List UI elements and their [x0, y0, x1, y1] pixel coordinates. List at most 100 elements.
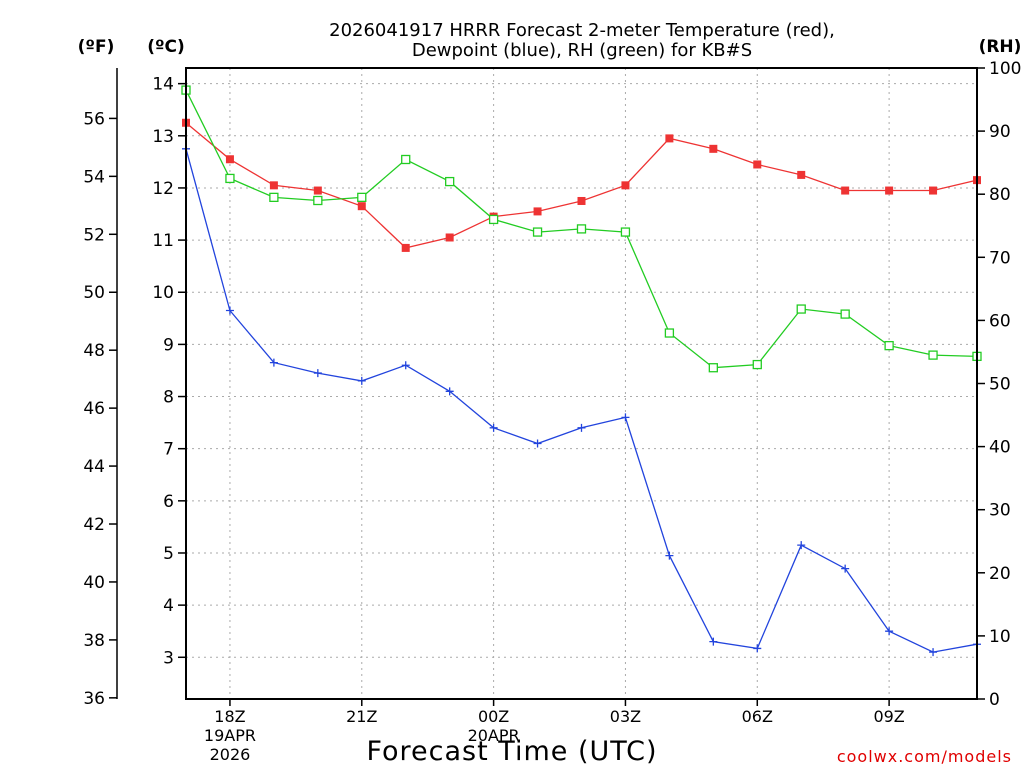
rh-point — [269, 192, 279, 203]
celsius-tick-label: 8 — [163, 388, 174, 408]
fahrenheit-tick-label: 44 — [83, 457, 105, 477]
rh-point — [488, 214, 499, 225]
x-axis-label: Forecast Time (UTC) — [366, 736, 657, 767]
temperature-point — [621, 181, 630, 190]
celsius-tick-label: 5 — [163, 544, 174, 564]
temperature-point — [665, 134, 674, 143]
rh-point — [576, 224, 587, 234]
rh-tick-label: 100 — [989, 59, 1021, 79]
fahrenheit-tick-label: 36 — [83, 689, 105, 709]
rh-point — [796, 304, 806, 314]
dewpoint-point — [753, 644, 762, 653]
dewpoint-point — [621, 413, 630, 422]
celsius-tick-label: 6 — [163, 492, 174, 512]
fahrenheit-tick-label: 40 — [83, 573, 105, 593]
rh-tick-label: 30 — [989, 501, 1011, 521]
rh-tick-label: 80 — [989, 185, 1011, 205]
x-tick-date-label: 19APR — [204, 726, 256, 745]
temperature-point — [357, 202, 366, 211]
temperature-point — [225, 155, 234, 164]
temperature-point — [533, 207, 542, 216]
rh-point — [532, 227, 543, 237]
rh-point — [445, 176, 455, 187]
rh-point — [884, 340, 894, 351]
dewpoint-point — [709, 637, 718, 646]
rh-axis-unit-label: (RH) — [979, 37, 1022, 57]
rh-tick-label: 10 — [989, 627, 1011, 647]
celsius-tick-label: 14 — [152, 75, 174, 95]
fahrenheit-tick-label: 48 — [83, 341, 105, 361]
rh-axis: 0 10 20 30 40 50 60 70 80 90 100 — [977, 59, 1021, 710]
celsius-tick-label: 12 — [152, 179, 174, 199]
dewpoint-point — [357, 376, 366, 385]
fahrenheit-tick-label: 38 — [83, 631, 105, 651]
rh-tick-label: 90 — [989, 122, 1011, 142]
rh-point — [928, 350, 938, 360]
celsius-axis: 3 4 5 6 7 8 9 10 11 12 13 14 — [152, 75, 186, 668]
rh-point — [664, 328, 675, 338]
dewpoint-point — [577, 423, 586, 432]
rh-point — [840, 309, 850, 319]
dewpoint-point — [841, 564, 850, 573]
dewpoint-series — [182, 144, 981, 657]
x-tick-label: 21Z — [346, 707, 377, 726]
temperature-point — [401, 243, 410, 252]
x-tick-year-label: 2026 — [210, 745, 251, 764]
celsius-tick-label: 11 — [152, 231, 174, 251]
fahrenheit-tick-label: 46 — [83, 399, 105, 419]
plot-series — [181, 85, 982, 657]
temperature-point — [929, 186, 938, 195]
celsius-tick-label: 9 — [163, 335, 174, 355]
fahrenheit-axis-unit-label: (ºF) — [78, 37, 115, 57]
dewpoint-point — [533, 439, 542, 448]
chart-title-line-1: 2026041917 HRRR Forecast 2-meter Tempera… — [329, 20, 835, 41]
fahrenheit-axis: 36 38 40 42 44 46 48 50 52 54 56 — [83, 68, 118, 709]
rh-tick-label: 20 — [989, 564, 1011, 584]
dewpoint-point — [445, 387, 454, 396]
rh-series — [181, 85, 982, 373]
plot-frame — [185, 67, 978, 700]
celsius-axis-unit-label: (ºC) — [147, 37, 185, 57]
celsius-tick-label: 7 — [163, 440, 174, 460]
dewpoint-point — [665, 551, 674, 560]
rh-point — [357, 192, 367, 203]
fahrenheit-tick-label: 50 — [83, 283, 105, 303]
rh-tick-label: 50 — [989, 375, 1011, 395]
fahrenheit-tick-label: 56 — [83, 109, 105, 129]
temperature-point — [753, 160, 762, 169]
dewpoint-point — [797, 541, 806, 550]
dewpoint-point — [401, 361, 410, 370]
temperature-point — [269, 181, 278, 190]
x-tick-label: 09Z — [873, 707, 904, 726]
x-tick-label: 18Z — [214, 707, 245, 726]
celsius-tick-label: 4 — [163, 596, 174, 616]
temperature-point — [577, 196, 586, 205]
x-tick-label: 00Z — [478, 707, 509, 726]
rh-tick-label: 60 — [989, 311, 1011, 331]
dewpoint-point — [929, 648, 938, 657]
fahrenheit-tick-label: 52 — [83, 225, 105, 245]
fahrenheit-tick-label: 54 — [83, 167, 105, 187]
temperature-point — [797, 170, 806, 179]
x-tick-label: 06Z — [742, 707, 773, 726]
rh-point — [401, 154, 411, 165]
temperature-point — [841, 186, 850, 195]
rh-point — [708, 363, 718, 373]
credit-text: coolwx.com/models — [837, 747, 1012, 766]
celsius-tick-label: 13 — [152, 127, 174, 147]
x-tick-date-label: 20APR — [468, 726, 520, 745]
rh-point — [313, 195, 323, 206]
dewpoint-point — [885, 627, 894, 636]
temperature-point — [885, 186, 894, 195]
dewpoint-point — [489, 423, 498, 432]
rh-tick-label: 70 — [989, 248, 1011, 268]
temperature-point — [313, 186, 322, 195]
rh-point — [225, 173, 235, 184]
rh-tick-label: 40 — [989, 438, 1011, 458]
temperature-point — [709, 144, 718, 153]
dewpoint-point — [269, 358, 278, 367]
dewpoint-point — [313, 369, 322, 378]
celsius-tick-label: 3 — [163, 648, 174, 668]
